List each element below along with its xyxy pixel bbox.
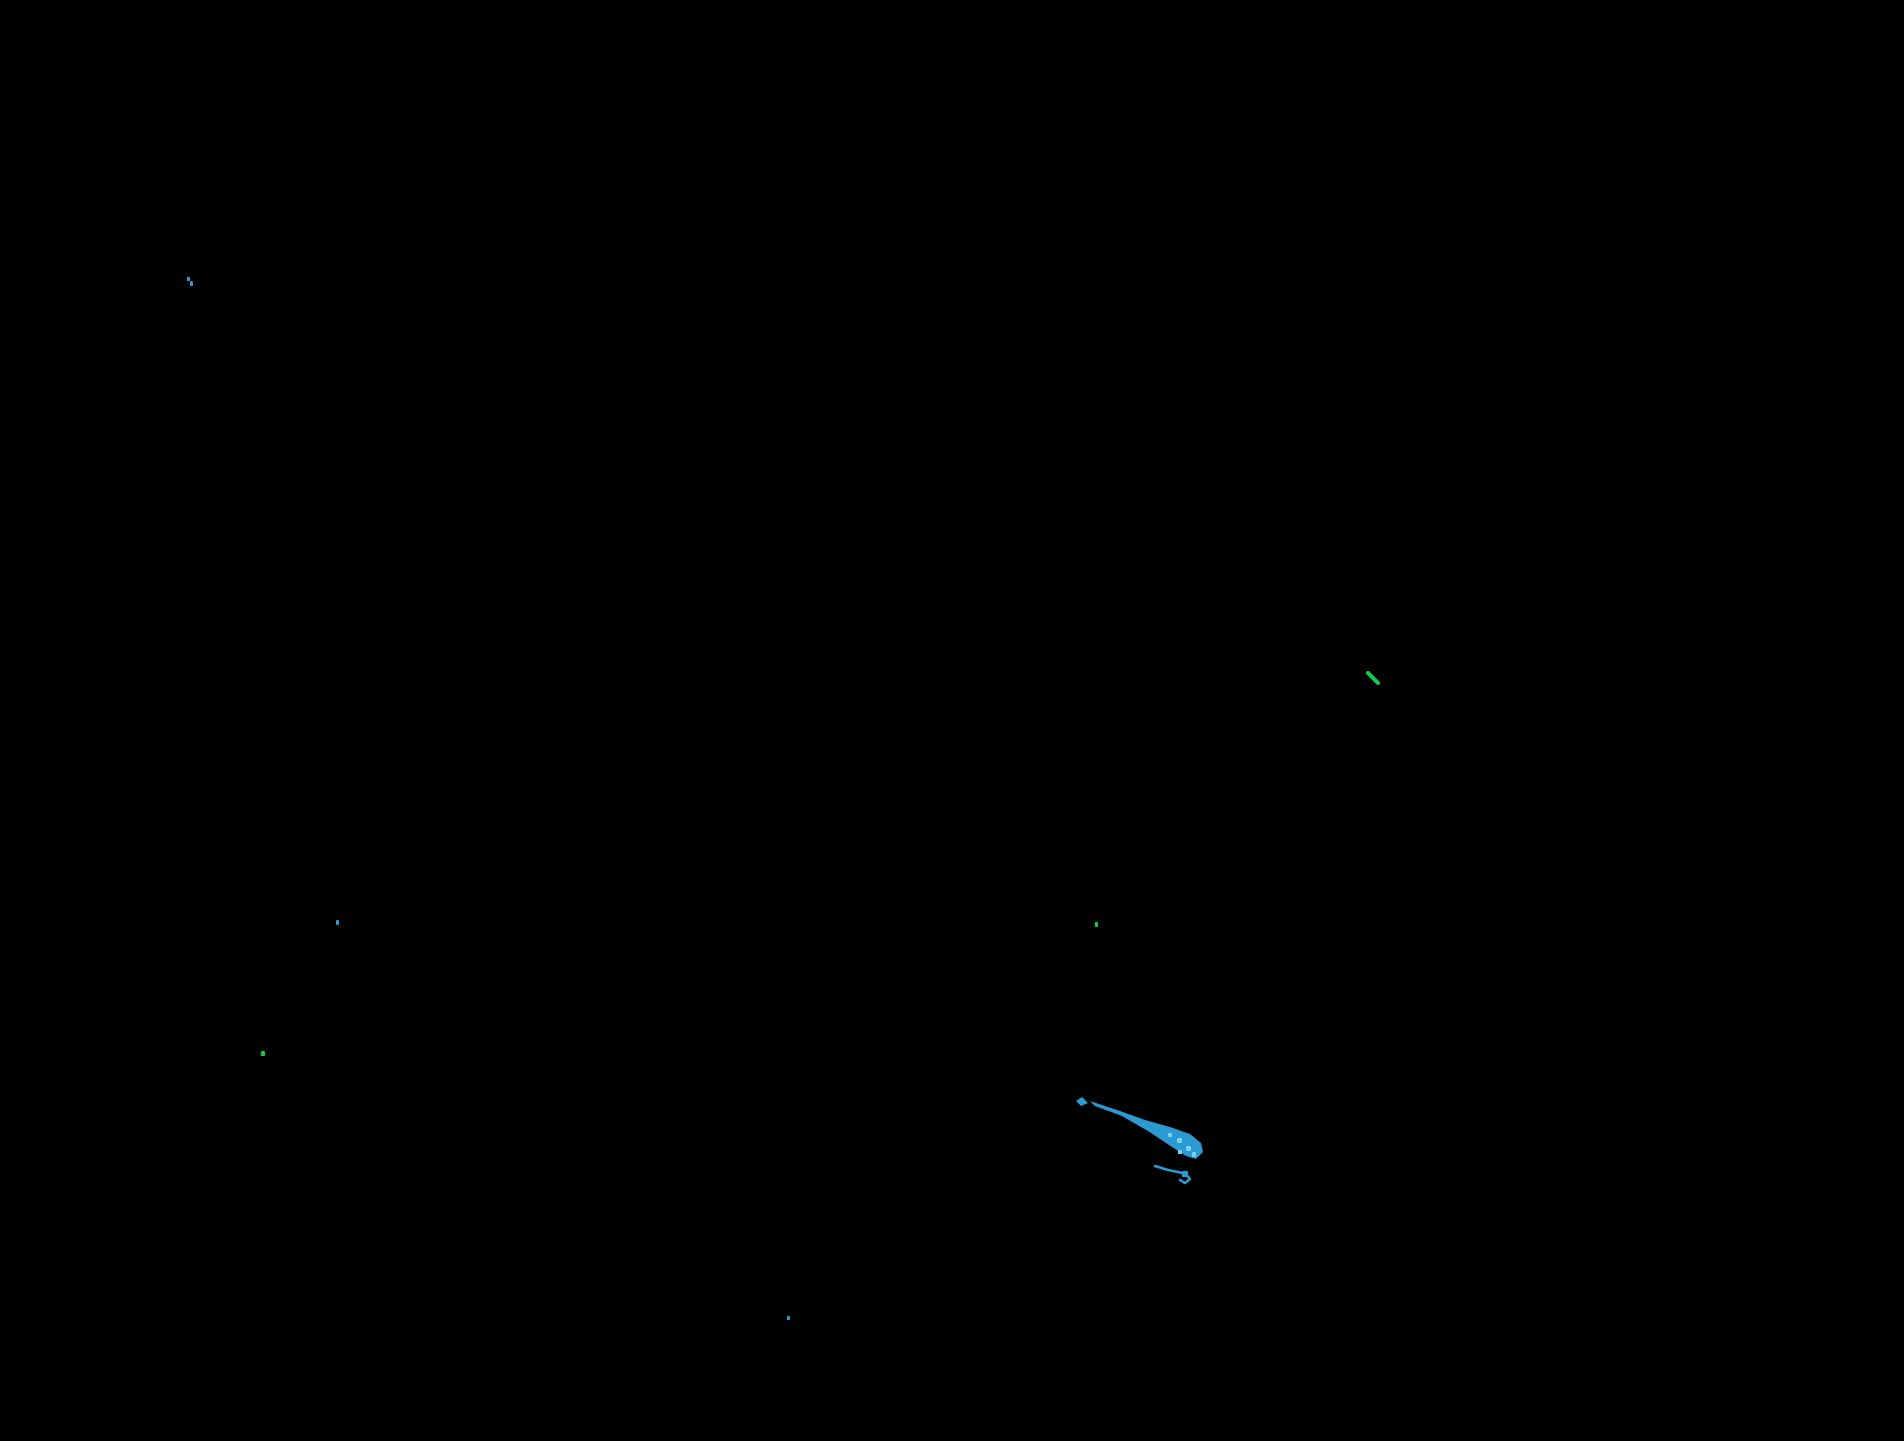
green-speck-1-pixel: [1095, 922, 1098, 927]
green-speck-2: [261, 1051, 265, 1056]
blue-speck-3-pixel: [787, 1316, 790, 1320]
comet-highlight-specks-pixel: [1168, 1133, 1172, 1137]
blue-speck-3: [787, 1316, 790, 1320]
comet-highlight-specks: [1168, 1133, 1196, 1157]
blue-speck-cluster-1: [187, 277, 193, 286]
comet-highlight-specks-pixel: [1186, 1146, 1191, 1151]
blue-speck-2-pixel: [336, 920, 339, 925]
comet-highlight-specks-pixel: [1177, 1138, 1182, 1143]
blue-comet-body: [1090, 1101, 1203, 1159]
blue-check-node: [1182, 1171, 1188, 1177]
comet-highlight-specks-pixel: [1192, 1152, 1196, 1157]
comet-highlight-specks-pixel: [1178, 1150, 1182, 1154]
blue-speck-cluster-1-pixel: [187, 277, 190, 281]
blue-speck-cluster-1-pixel: [190, 281, 193, 286]
blue-comet-head-dash: [1076, 1097, 1088, 1106]
green-speck-1: [1095, 922, 1098, 927]
green-speck-2-pixel: [261, 1051, 265, 1056]
blue-check-node-pixel: [1182, 1171, 1188, 1177]
green-streak: [1366, 671, 1380, 685]
blue-speck-2: [336, 920, 339, 925]
